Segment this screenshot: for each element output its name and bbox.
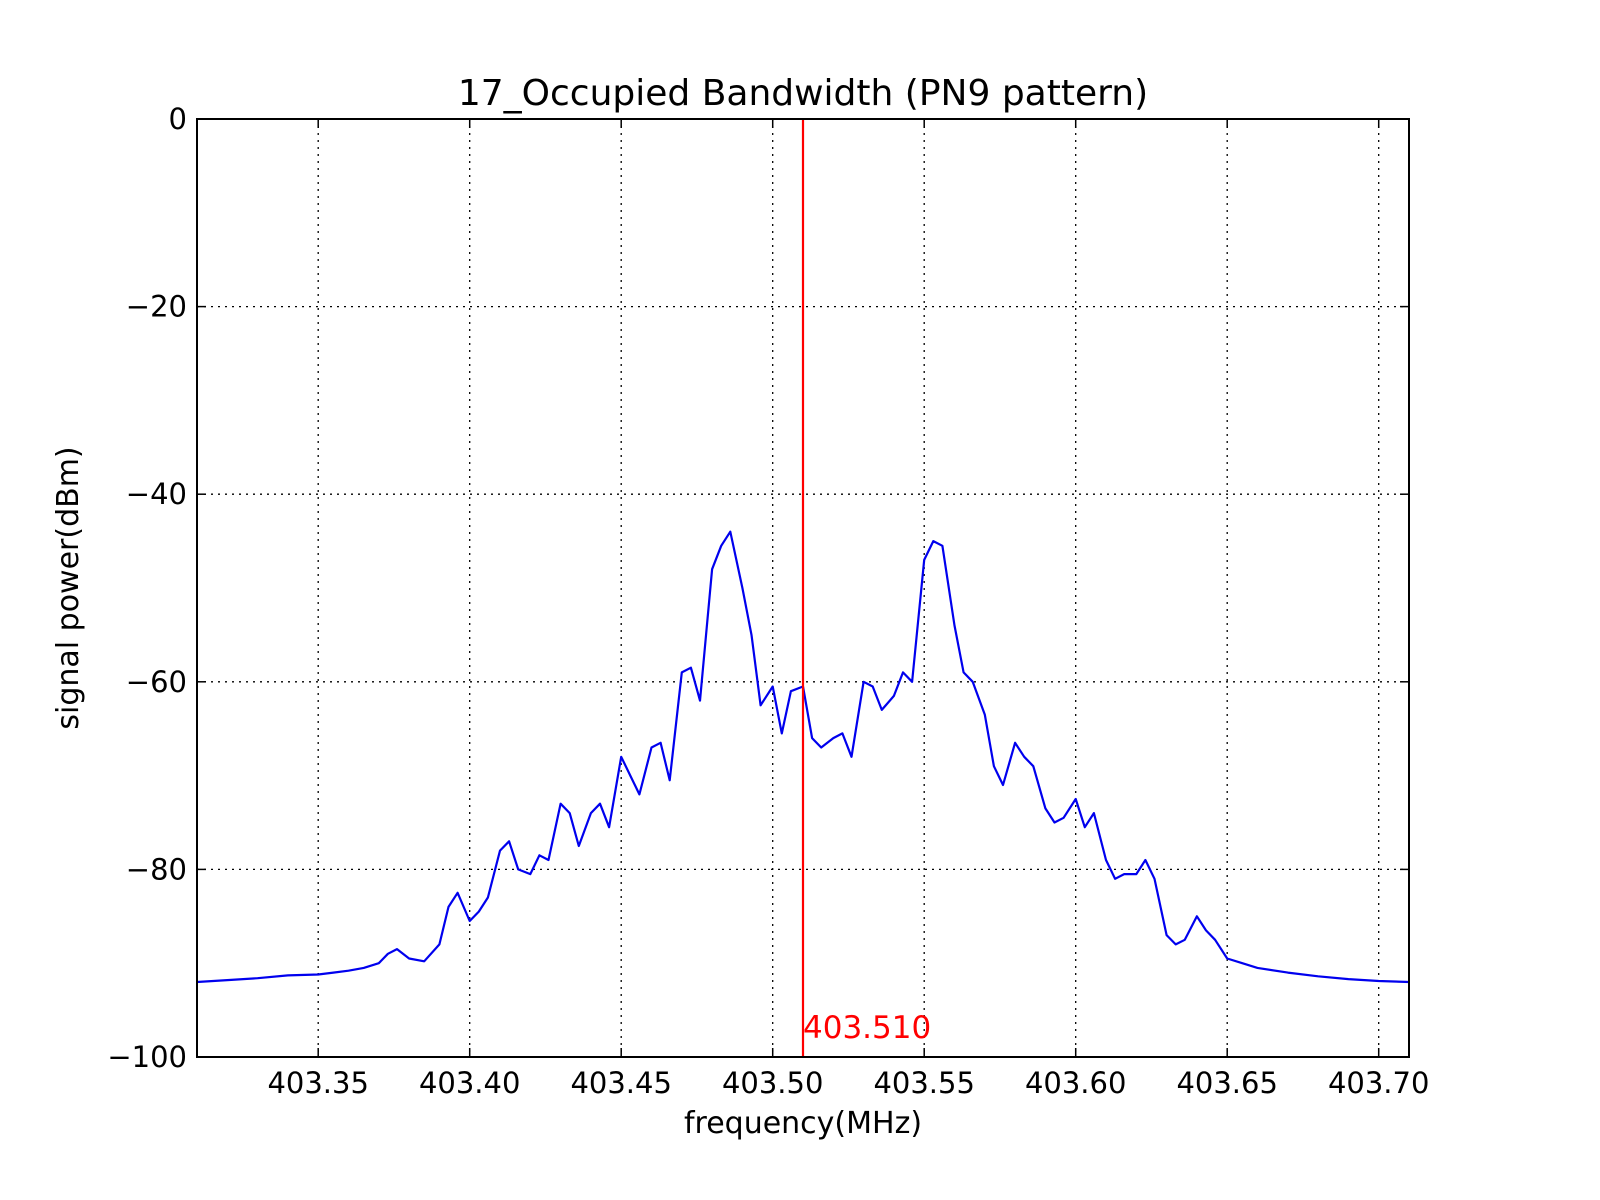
y-tick-label: 0 <box>169 102 187 136</box>
y-tick-label: −40 <box>126 477 187 511</box>
x-tick-label: 403.55 <box>873 1066 974 1100</box>
y-tick-label: −80 <box>126 852 187 886</box>
x-tick-label: 403.50 <box>722 1066 823 1100</box>
y-tick-label: −100 <box>107 1040 187 1074</box>
plot-frame <box>196 118 1410 1058</box>
x-tick-label: 403.60 <box>1025 1066 1126 1100</box>
y-tick-label: −60 <box>126 665 187 699</box>
x-tick-label: 403.40 <box>419 1066 520 1100</box>
chart-title: 17_Occupied Bandwidth (PN9 pattern) <box>458 73 1148 114</box>
y-axis-label: signal power(dBm) <box>51 446 86 729</box>
x-tick-label: 403.70 <box>1328 1066 1429 1100</box>
x-tick-label: 403.35 <box>267 1066 368 1100</box>
x-tick-label: 403.65 <box>1176 1066 1277 1100</box>
x-tick-label: 403.45 <box>570 1066 671 1100</box>
x-axis-label: frequency(MHz) <box>684 1106 922 1141</box>
axis-ticks: 403.35 403.40 403.45 403.50 403.55 403.60 403.… <box>107 102 1429 1100</box>
grid-lines <box>197 119 1409 1057</box>
marker-label: 403.510 <box>803 1010 931 1046</box>
plot-area: 403.510 <box>196 119 1410 1057</box>
y-tick-label: −20 <box>126 290 187 324</box>
